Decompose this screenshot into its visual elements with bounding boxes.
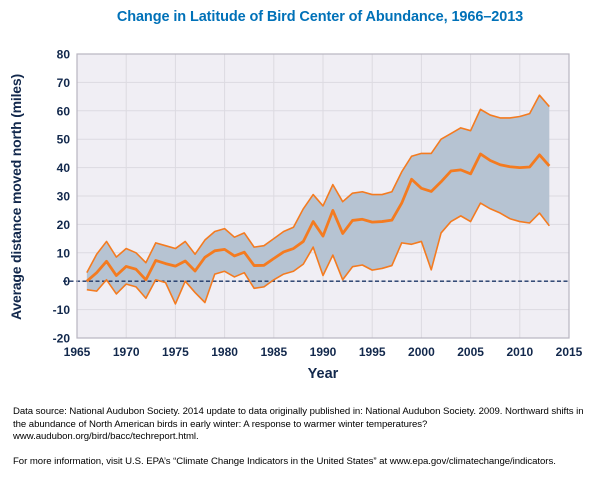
x-tick-label: 1970 — [113, 345, 140, 359]
y-tick-label: -10 — [53, 303, 71, 317]
x-tick-label: 2015 — [556, 345, 583, 359]
y-tick-label: 20 — [57, 218, 71, 232]
x-tick-label: 1975 — [162, 345, 189, 359]
lower-bound-line — [86, 202, 550, 305]
confidence-band — [86, 95, 550, 304]
y-tick-label: 70 — [57, 76, 71, 90]
plot-border — [76, 53, 570, 339]
y-tick-label: 60 — [57, 104, 71, 118]
x-axis-label: Year — [307, 366, 339, 382]
x-tick-label: 2010 — [506, 345, 533, 359]
more-info-note: For more information, visit U.S. EPA’s “… — [13, 456, 556, 467]
center-abundance-line — [85, 152, 551, 283]
x-tick-label: 1965 — [64, 345, 91, 359]
x-tick-label: 1990 — [310, 345, 337, 359]
data-source-note: Data source: National Audubon Society. 2… — [13, 406, 584, 443]
x-tick-label: 1980 — [211, 345, 238, 359]
chart-title: Change in Latitude of Bird Center of Abu… — [116, 9, 524, 25]
y-tick-label: -20 — [53, 332, 71, 346]
x-tick-label: 2000 — [408, 345, 435, 359]
x-tick-label: 1995 — [359, 345, 386, 359]
bird-abundance-chart: 1965 1970 1975 1980 1985 1990 1995 2000 2005 2010… — [53, 48, 583, 360]
y-tick-label: 30 — [57, 190, 71, 204]
y-tick-label: 80 — [57, 48, 71, 62]
y-tick-label: 0 — [63, 275, 70, 289]
x-tick-label: 1985 — [260, 345, 287, 359]
y-tick-label: 10 — [57, 246, 71, 260]
y-tick-label: 40 — [57, 161, 71, 175]
x-tick-label: 2005 — [457, 345, 484, 359]
y-tick-label: 50 — [57, 133, 71, 147]
upper-bound-line — [86, 94, 550, 274]
